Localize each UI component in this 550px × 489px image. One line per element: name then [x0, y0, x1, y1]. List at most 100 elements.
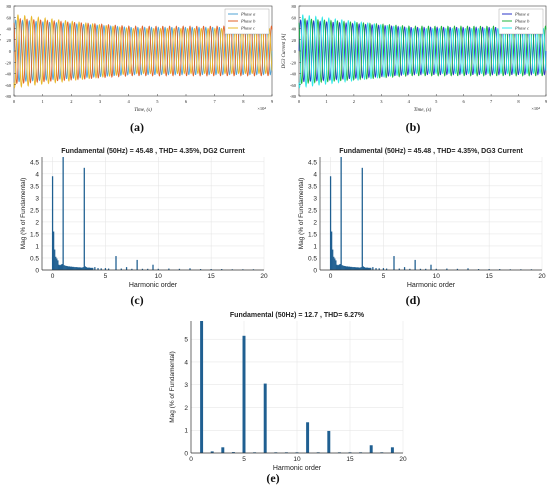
harmonic-bar [82, 267, 84, 270]
harmonic-bar [446, 268, 448, 270]
harmonic-bar [348, 266, 351, 270]
harmonic-bar [344, 266, 347, 270]
y-tick-label: 2 [35, 219, 39, 226]
y-tick-label: -80 [5, 94, 12, 99]
harmonic-bar [81, 267, 83, 270]
harmonic-bar [369, 445, 373, 453]
legend-label-3: Phase c [240, 26, 255, 31]
y-tick-label: 3 [313, 195, 317, 202]
y-axis-label: Mag (% of Fundamental) [298, 178, 305, 250]
x-tick-label: 2 [70, 99, 72, 104]
legend-label-3: Phase c [514, 26, 529, 31]
harmonic-bar [335, 260, 337, 270]
harmonic-bar [499, 269, 501, 270]
harmonic-bar [147, 268, 149, 270]
harmonic-bar [92, 267, 94, 270]
caption-a: (a) [130, 120, 144, 134]
harmonic-bar [339, 263, 341, 270]
y-tick-label: 80 [7, 4, 12, 9]
caption-d: (d) [405, 293, 421, 307]
harmonic-bar [334, 258, 336, 270]
harmonic-bar [210, 269, 212, 270]
harmonic-bar [67, 266, 70, 270]
harmonic-bar [85, 267, 88, 270]
y-axis-label: DG2 Current [A] [0, 34, 2, 70]
harmonic-bar [367, 267, 370, 270]
plot-area [42, 157, 264, 270]
x-tick-label: 5 [104, 273, 108, 280]
harmonic-bar [390, 447, 394, 453]
harmonic-bar [362, 266, 364, 270]
harmonic-bar [252, 269, 255, 270]
harmonic-bar [72, 266, 74, 270]
y-tick-label: -20 [290, 60, 297, 65]
y-tick-label: -80 [290, 94, 297, 99]
x-tick-label: 0 [298, 99, 301, 104]
harmonic-bar [68, 266, 71, 270]
harmonic-bar [350, 266, 352, 270]
chart-panel-b: 80 60 40 20 0 -20 -40 -60 -80 0 1 2 3 4 5 6 7 8 9 ×10⁴ Time,… [282, 0, 550, 150]
series-line-2 [13, 17, 273, 85]
harmonic-bar [55, 256, 57, 270]
chart-panel-a: 80 60 40 20 0 -20 -40 -60 -80 0 1 2 3 4 5 6 7 8 9 ×10⁴ Time,… [0, 0, 275, 150]
harmonic-bar [89, 267, 92, 270]
harmonic-bar [419, 268, 422, 270]
harmonic-bar [414, 259, 416, 270]
y-tick-label: -40 [5, 72, 12, 77]
harmonic-bar [341, 265, 343, 270]
harmonic-bar [199, 269, 202, 270]
harmonic-bar [210, 451, 214, 453]
harmonic-bar [356, 267, 358, 270]
chart-panel-c: 0 0.5 1 1.5 2 2.5 3 3.5 4 4.5 0 5 10 15 20 Harmonic ord… [0, 140, 275, 300]
x-tick-label: 3 [380, 99, 383, 104]
legend-box [224, 8, 270, 35]
harmonic-bar [354, 267, 356, 270]
x-tick-label: 6 [185, 99, 188, 104]
x-tick-label: 8 [517, 99, 520, 104]
harmonic-bar [363, 267, 366, 270]
y-tick-label: 2 [184, 405, 188, 412]
y-tick-label: 0.5 [30, 255, 39, 262]
harmonic-bar [51, 176, 54, 270]
harmonic-bar [364, 267, 367, 270]
y-tick-label: -20 [5, 60, 12, 65]
x-tick-label: 9 [545, 99, 548, 104]
harmonic-bar [336, 264, 338, 270]
harmonic-bar [70, 266, 73, 270]
y-axis-label: Mag (% of Fundamental) [169, 351, 176, 423]
harmonic-bar [351, 266, 353, 270]
y-tick-label: 1 [35, 243, 39, 250]
y-tick-label: 0 [9, 49, 12, 54]
harmonic-bar [477, 269, 480, 270]
harmonic-bar [378, 268, 380, 270]
harmonic-bar [157, 268, 159, 270]
harmonic-bar [125, 267, 128, 270]
harmonic-bar [382, 268, 385, 270]
legend: Phase a Phase b Phase c [498, 8, 544, 35]
harmonic-bar [94, 267, 96, 270]
harmonic-bar [115, 256, 117, 270]
harmonic-bar [231, 452, 235, 453]
y-tick-label: 4 [35, 171, 39, 178]
harmonic-bar [97, 268, 99, 270]
harmonic-bar [231, 269, 233, 270]
chart-title: Fundamental (50Hz) = 12.7 , THD= 6.27% [230, 312, 365, 319]
harmonic-bar [343, 265, 345, 270]
harmonic-bar [87, 267, 90, 270]
harmonic-bar [385, 268, 388, 270]
legend-label-2: Phase b [240, 19, 256, 24]
y-tick-label: 0 [313, 268, 317, 275]
harmonic-bar [338, 264, 340, 270]
harmonic-bar [91, 267, 93, 270]
x-tick-label: 20 [260, 273, 268, 280]
harmonic-bar [398, 268, 400, 270]
harmonic-bar [189, 268, 191, 270]
harmonic-bar [76, 267, 78, 270]
harmonic-bar [100, 268, 102, 270]
x-tick-label: 10 [433, 273, 441, 280]
caption-c: (c) [130, 293, 144, 307]
harmonic-bar [306, 422, 310, 453]
x-tick-label: 6 [463, 99, 466, 104]
y-tick-label: 0 [35, 268, 39, 275]
